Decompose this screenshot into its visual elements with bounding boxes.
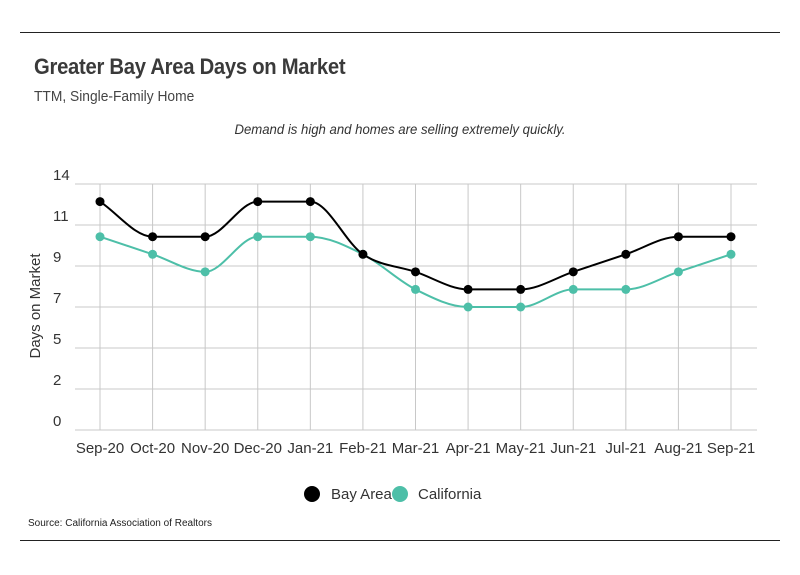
x-tick-label: Mar-21 (392, 440, 440, 457)
y-tick-label: 0 (53, 413, 61, 430)
x-tick-label: Feb-21 (339, 440, 387, 457)
legend: Bay Area California (304, 486, 482, 503)
bay-area-point (358, 249, 368, 259)
legend-marker-bay-area (304, 486, 320, 502)
x-tick-label: May-21 (496, 440, 546, 457)
x-axis-ticks: Sep-20 Oct-20 Nov-20 Dec-20 Jan-21 Feb-21 Mar-… (76, 440, 755, 457)
bottom-rule (20, 540, 780, 541)
bay-area-point (673, 232, 683, 242)
x-tick-label: Apr-21 (446, 440, 491, 457)
chart-annotation: Demand is high and homes are selling ext… (234, 121, 566, 137)
source-note: Source: California Association of Realto… (28, 518, 212, 529)
series (95, 197, 736, 312)
chart-title: Greater Bay Area Days on Market (34, 54, 346, 79)
california-point (516, 302, 526, 312)
bay-area-point (726, 232, 736, 242)
bay-area-point (516, 284, 526, 294)
legend-marker-california (392, 486, 408, 502)
bay-area-point (568, 267, 578, 277)
top-rule (20, 32, 780, 33)
bay-area-point (253, 197, 263, 207)
x-tick-label: Dec-20 (234, 440, 282, 457)
y-tick-label: 14 (53, 167, 70, 184)
california-point (621, 284, 631, 294)
bay-area-point (95, 197, 105, 207)
x-tick-label: Jul-21 (605, 440, 646, 457)
x-tick-label: Sep-21 (707, 440, 755, 457)
california-point (148, 249, 158, 259)
y-tick-label: 11 (53, 208, 69, 225)
bay-area-point (411, 267, 420, 277)
bay-area-point (621, 249, 631, 259)
grid (75, 183, 757, 431)
california-point (200, 267, 210, 277)
x-tick-label: Aug-21 (654, 440, 702, 457)
california-point (411, 284, 420, 294)
x-tick-label: Jun-21 (550, 440, 596, 457)
california-point (95, 232, 105, 242)
bay-area-point (463, 284, 473, 294)
bay-area-point (200, 232, 210, 242)
x-tick-label: Nov-20 (181, 440, 229, 457)
y-tick-label: 7 (53, 290, 61, 307)
bay-area-point (148, 232, 158, 242)
y-tick-label: 5 (53, 331, 61, 348)
california-point (673, 267, 683, 277)
y-axis-ticks: 14 11 9 7 5 2 0 (53, 167, 70, 430)
legend-label-bay-area: Bay Area (331, 486, 393, 503)
california-point (568, 284, 578, 294)
california-point (726, 249, 736, 259)
y-tick-label: 2 (53, 372, 61, 389)
legend-label-california: California (418, 486, 482, 503)
x-tick-label: Sep-20 (76, 440, 124, 457)
x-tick-label: Oct-20 (130, 440, 175, 457)
bay-area-point (305, 197, 315, 207)
y-tick-label: 9 (53, 249, 61, 266)
chart-subtitle: TTM, Single-Family Home (34, 88, 195, 105)
california-point (305, 232, 315, 242)
y-axis-label: Days on Market (27, 253, 44, 359)
california-point (463, 302, 473, 312)
california-point (253, 232, 263, 242)
x-tick-label: Jan-21 (287, 440, 333, 457)
